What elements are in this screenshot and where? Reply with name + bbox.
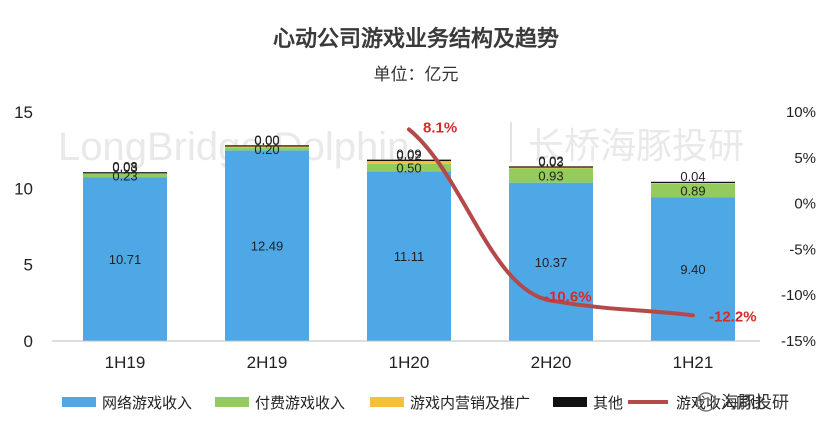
data-label: 12.49 bbox=[251, 239, 284, 254]
y2-tick-label: -15% bbox=[781, 333, 816, 350]
data-label: 0.03 bbox=[112, 160, 137, 175]
x-tick-label: 1H20 bbox=[389, 353, 430, 372]
y2-tick-label: 5% bbox=[794, 150, 816, 167]
y-tick-label: 0 bbox=[24, 332, 33, 351]
bar-segment-2 bbox=[509, 167, 593, 169]
bar-segment-1 bbox=[225, 147, 309, 151]
bar-segment-3 bbox=[83, 172, 167, 174]
left-axis: 0 5 10 15 bbox=[14, 103, 33, 351]
legend-label: 付费游戏收入 bbox=[255, 394, 345, 412]
bar-segment-3 bbox=[509, 166, 593, 168]
x-tick-label: 2H19 bbox=[247, 353, 288, 372]
data-label: 0.20 bbox=[254, 142, 279, 157]
growth-label: -12.2% bbox=[709, 308, 757, 325]
y-tick-label: 10 bbox=[14, 179, 33, 198]
data-label: 0.09 bbox=[396, 147, 421, 162]
bar-segment-3 bbox=[651, 181, 735, 183]
legend-item-0: 网络游戏收入 bbox=[62, 394, 192, 412]
bar-segment-2 bbox=[367, 161, 451, 164]
bar-segment-1 bbox=[651, 183, 735, 198]
bar-segment-3 bbox=[367, 159, 451, 162]
y2-tick-label: 10% bbox=[786, 104, 816, 121]
bar-segment-2 bbox=[83, 172, 167, 174]
data-label: 0.93 bbox=[538, 169, 563, 184]
dolphin-icon bbox=[696, 392, 716, 412]
legend-item-1: 付费游戏收入 bbox=[215, 394, 345, 412]
y2-tick-label: -10% bbox=[781, 287, 816, 304]
y-tick-label: 15 bbox=[14, 103, 33, 122]
legend: 网络游戏收入 付费游戏收入 游戏内营销及推广 其他 游戏收入同比 bbox=[62, 394, 766, 412]
growth-label: -10.6% bbox=[544, 289, 592, 306]
bar-segment-1 bbox=[509, 168, 593, 183]
data-label: 9.40 bbox=[680, 262, 705, 277]
growth-line: 8.1% -10.6% -12.2% bbox=[407, 119, 757, 325]
y2-tick-label: 0% bbox=[794, 196, 816, 213]
data-label: 0.03 bbox=[538, 154, 563, 169]
data-label: 10.71 bbox=[109, 252, 142, 267]
data-label: 0.04 bbox=[680, 169, 705, 184]
data-label: 0.00 bbox=[254, 132, 279, 147]
x-tick-label: 1H21 bbox=[673, 353, 714, 372]
data-label: 10.37 bbox=[535, 255, 568, 270]
legend-item-3: 其他 bbox=[553, 394, 623, 412]
legend-label: 其他 bbox=[593, 394, 623, 412]
data-label: 0.89 bbox=[680, 184, 705, 199]
data-label: 0.00 bbox=[254, 133, 279, 148]
legend-item-2: 游戏内营销及推广 bbox=[370, 394, 530, 412]
growth-line-path bbox=[407, 127, 695, 318]
data-label: 0.23 bbox=[112, 169, 137, 184]
legend-swatch bbox=[215, 397, 249, 407]
bar-segment-0 bbox=[367, 171, 451, 341]
logo-text: 海豚投研 bbox=[721, 393, 789, 413]
chart-title: 心动公司游戏业务结构及趋势 bbox=[273, 26, 559, 52]
bar-segment-2 bbox=[225, 146, 309, 148]
logo: 海豚投研 bbox=[696, 392, 789, 413]
legend-swatch bbox=[553, 397, 587, 407]
data-label: 0.02 bbox=[538, 153, 563, 168]
data-label: 0.50 bbox=[396, 161, 421, 176]
y-tick-label: 5 bbox=[24, 256, 33, 275]
growth-label: 8.1% bbox=[423, 119, 457, 136]
bar-segment-1 bbox=[367, 163, 451, 172]
bars: 10.710.230.030.0812.490.200.000.0011.110… bbox=[83, 132, 735, 341]
x-tick-label: 1H19 bbox=[105, 353, 146, 372]
legend-swatch bbox=[370, 397, 404, 407]
data-label: 0.08 bbox=[112, 159, 137, 174]
watermark-cn: 长桥海豚投研 bbox=[528, 126, 744, 167]
legend-label: 网络游戏收入 bbox=[102, 394, 192, 412]
legend-label: 游戏内营销及推广 bbox=[410, 394, 530, 412]
y2-tick-label: -5% bbox=[789, 241, 816, 258]
dolphin-fin-icon bbox=[699, 397, 713, 405]
data-label: 11.11 bbox=[394, 249, 425, 264]
bar-segment-0 bbox=[83, 177, 167, 341]
bar-segment-0 bbox=[509, 182, 593, 341]
bar-segment-0 bbox=[225, 150, 309, 341]
bar-segment-1 bbox=[83, 173, 167, 178]
data-label: 0.02 bbox=[396, 148, 421, 163]
bar-segment-3 bbox=[225, 145, 309, 147]
x-tick-label: 2H20 bbox=[531, 353, 572, 372]
chart-subtitle: 单位：亿元 bbox=[374, 65, 459, 85]
bar-segment-2 bbox=[651, 182, 735, 184]
right-axis: -15% -10% -5% 0% 5% 10% bbox=[781, 104, 816, 350]
legend-swatch bbox=[62, 397, 96, 407]
category-labels: 1H19 2H19 1H20 2H20 1H21 bbox=[105, 353, 714, 372]
